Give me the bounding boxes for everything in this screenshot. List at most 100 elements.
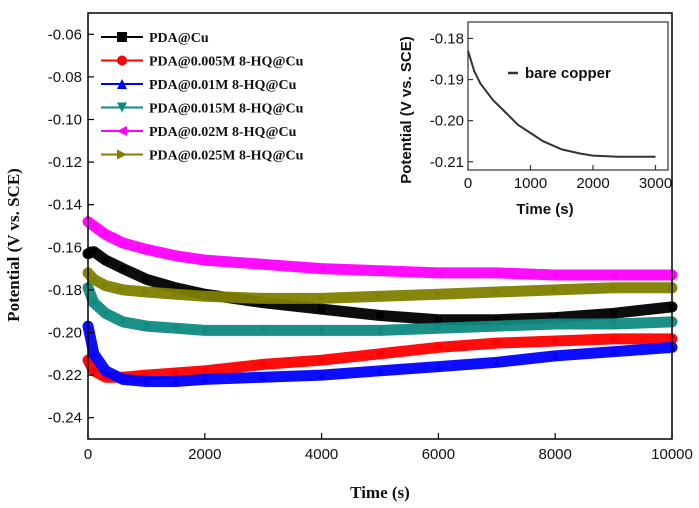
inset-y-tick-label: -0.18 <box>430 30 464 47</box>
inset-x-tick-label: 0 <box>464 175 472 192</box>
data-point <box>102 367 110 375</box>
data-point <box>142 377 150 385</box>
y-tick-label: -0.14 <box>48 197 82 214</box>
data-point <box>376 267 384 275</box>
x-tick-label: 10000 <box>651 446 693 463</box>
main-tick-layer: 0 2000 4000 6000 8000 10000 -0.24 -0.22 -0.20 -0.… <box>48 26 693 463</box>
data-point <box>201 367 209 375</box>
inset-x-tick-label: 2000 <box>576 175 609 192</box>
data-point <box>259 294 267 302</box>
data-point <box>172 369 180 377</box>
data-point <box>172 324 180 332</box>
data-point <box>493 358 501 366</box>
main-y-axis-title: Potential (V vs. SCE) <box>4 168 23 322</box>
data-point <box>90 222 98 230</box>
legend-marker <box>117 102 127 113</box>
y-tick-label: -0.06 <box>48 26 82 43</box>
data-point <box>259 373 267 381</box>
data-point <box>610 284 618 292</box>
data-point <box>376 367 384 375</box>
data-point <box>172 377 180 385</box>
data-point <box>142 245 150 253</box>
y-tick-label: -0.20 <box>48 325 82 342</box>
y-tick-label: -0.16 <box>48 239 82 256</box>
data-point <box>376 350 384 358</box>
data-point <box>172 252 180 260</box>
data-point <box>551 271 559 279</box>
data-point <box>376 292 384 300</box>
legend-label: PDA@0.025M 8-HQ@Cu <box>149 149 304 164</box>
data-point <box>119 286 127 294</box>
data-point <box>142 288 150 296</box>
data-point <box>551 286 559 294</box>
x-tick-label: 4000 <box>305 446 338 463</box>
legend-marker <box>117 55 127 66</box>
legend-label: PDA@0.005M 8-HQ@Cu <box>149 55 304 70</box>
y-tick-label: -0.08 <box>48 69 82 86</box>
x-tick-label: 8000 <box>539 446 572 463</box>
data-point <box>119 318 127 326</box>
legend-label: PDA@0.015M 8-HQ@Cu <box>149 102 304 117</box>
inset-y-axis-title: Potential (V vs. SCE) <box>398 36 415 184</box>
data-point <box>119 375 127 383</box>
inset-y-tick-label: -0.21 <box>430 154 464 171</box>
data-point <box>90 248 98 256</box>
main-series-layer <box>82 216 678 387</box>
data-point <box>318 294 326 302</box>
data-point <box>102 282 110 290</box>
inset-y-tick-label: -0.20 <box>430 113 464 130</box>
data-point <box>376 326 384 334</box>
data-point <box>551 337 559 345</box>
data-point <box>142 275 150 283</box>
data-point <box>318 326 326 334</box>
data-point <box>493 322 501 330</box>
main-legend: PDA@Cu PDA@0.005M 8-HQ@Cu PDA@0.01M 8-HQ@C… <box>101 31 304 164</box>
main-x-axis-title: Time (s) <box>350 483 410 502</box>
data-point <box>318 305 326 313</box>
y-tick-label: -0.12 <box>48 154 82 171</box>
data-point <box>610 309 618 317</box>
data-point <box>90 367 98 375</box>
data-point <box>259 360 267 368</box>
inset-tick-layer: 0 1000 2000 3000 -0.21 -0.20 -0.19 -0.18 <box>430 30 672 192</box>
data-point <box>102 309 110 317</box>
data-point <box>119 239 127 247</box>
data-point <box>90 350 98 358</box>
data-point <box>610 335 618 343</box>
data-point <box>259 260 267 268</box>
inset-x-tick-label: 3000 <box>639 175 672 192</box>
data-point <box>434 269 442 277</box>
data-point <box>90 275 98 283</box>
main-chart: 0 2000 4000 6000 8000 10000 -0.24 -0.22 -0.20 -0.… <box>4 12 693 502</box>
legend-label: PDA@Cu <box>149 31 209 46</box>
data-point <box>318 356 326 364</box>
x-tick-label: 2000 <box>188 446 221 463</box>
inset-y-tick-label: -0.19 <box>430 72 464 89</box>
data-point <box>119 265 127 273</box>
data-point <box>102 231 110 239</box>
data-point <box>610 320 618 328</box>
inset-chart: 0 1000 2000 3000 -0.21 -0.20 -0.19 -0.18 Time (… <box>398 21 672 218</box>
y-tick-label: -0.24 <box>48 410 82 427</box>
legend-marker <box>117 126 127 136</box>
data-point <box>493 269 501 277</box>
data-point <box>201 326 209 334</box>
data-point <box>376 311 384 319</box>
inset-plot-frame <box>467 21 669 171</box>
data-point <box>610 271 618 279</box>
data-point <box>90 299 98 307</box>
data-point <box>610 348 618 356</box>
data-point <box>434 290 442 298</box>
data-point <box>259 326 267 334</box>
inset-x-tick-label: 1000 <box>514 175 547 192</box>
legend-label: PDA@0.02M 8-HQ@Cu <box>149 125 297 140</box>
data-point <box>434 324 442 332</box>
data-point <box>142 322 150 330</box>
data-point <box>551 352 559 360</box>
data-point <box>434 343 442 351</box>
data-point <box>434 316 442 324</box>
data-point <box>551 320 559 328</box>
x-tick-label: 6000 <box>422 446 455 463</box>
y-tick-label: -0.22 <box>48 367 82 384</box>
